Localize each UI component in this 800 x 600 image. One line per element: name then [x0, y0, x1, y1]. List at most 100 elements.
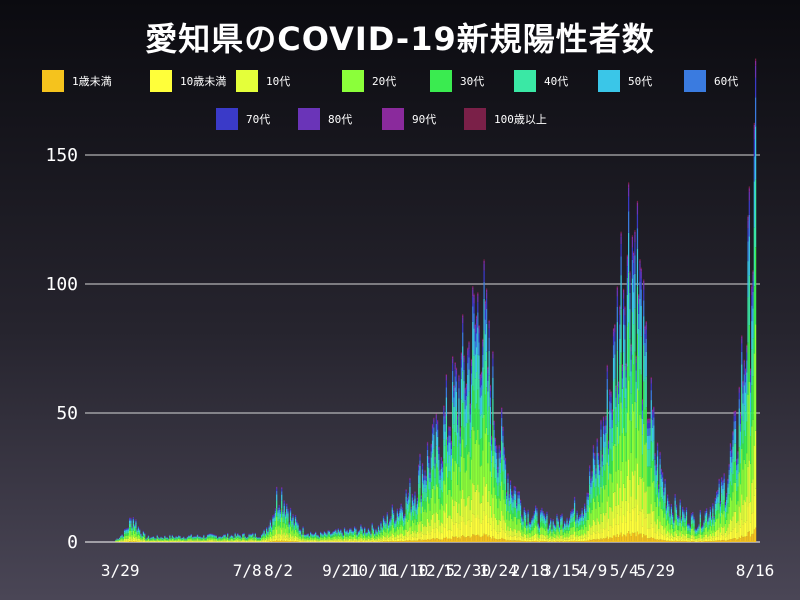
- bar-segment: [414, 498, 416, 505]
- bar-segment: [409, 482, 411, 487]
- legend-swatch: [430, 70, 452, 92]
- bar-segment: [413, 503, 415, 506]
- bar-segment: [351, 540, 353, 542]
- bar-segment: [542, 534, 544, 539]
- bar-segment: [483, 330, 485, 370]
- bar-segment: [548, 541, 551, 542]
- bar-segment: [488, 517, 490, 536]
- bar-segment: [317, 540, 319, 542]
- bar-segment: [621, 501, 623, 523]
- bar-segment: [602, 426, 605, 434]
- bar-segment: [599, 539, 601, 542]
- bar-segment: [448, 426, 450, 428]
- bar-segment: [460, 399, 463, 427]
- bar-segment: [421, 523, 424, 534]
- bar-segment: [487, 536, 489, 542]
- bar-segment: [206, 536, 209, 538]
- bar-segment: [555, 540, 557, 542]
- bar-segment: [364, 540, 366, 542]
- bar-segment: [216, 541, 219, 542]
- bar-segment: [337, 535, 339, 539]
- bar-segment: [503, 483, 505, 500]
- bar-segment: [308, 539, 310, 541]
- bar-segment: [353, 540, 356, 542]
- bar-segment: [531, 521, 533, 524]
- bar-segment: [587, 530, 590, 537]
- bar-segment: [457, 528, 459, 539]
- bar-segment: [439, 472, 441, 476]
- bar-segment: [501, 426, 503, 441]
- bar-segment: [353, 532, 356, 535]
- bar-segment: [350, 531, 352, 534]
- bar-segment: [357, 533, 360, 536]
- bar-segment: [614, 535, 616, 542]
- bar-segment: [286, 504, 288, 507]
- bar-segment: [511, 491, 513, 493]
- legend-item: 80代: [298, 108, 352, 130]
- bar-segment: [266, 540, 268, 542]
- bar-segment: [209, 536, 211, 539]
- bar-segment: [448, 426, 450, 427]
- bar-segment: [362, 534, 365, 537]
- bar-segment: [346, 531, 348, 533]
- bar-segment: [594, 465, 596, 475]
- bar-segment: [568, 518, 571, 520]
- bar-segment: [374, 539, 376, 541]
- bar-segment: [596, 438, 598, 439]
- bar-segment: [615, 397, 617, 408]
- bar-segment: [142, 531, 145, 533]
- bar-segment: [582, 516, 585, 518]
- bar-segment: [536, 516, 538, 522]
- bar-segment: [301, 535, 303, 537]
- bar-segment: [303, 537, 305, 539]
- bar-segment: [220, 537, 223, 539]
- bar-segment: [408, 504, 410, 512]
- bar-segment: [266, 529, 268, 531]
- bar-segment: [590, 483, 592, 487]
- bar-segment: [350, 533, 352, 536]
- bar-segment: [425, 484, 427, 493]
- bar-segment: [379, 529, 381, 531]
- bar-segment: [169, 535, 171, 537]
- bar-segment: [496, 448, 498, 453]
- bar-segment: [286, 508, 288, 514]
- bar-segment: [550, 519, 552, 521]
- bar-segment: [387, 533, 390, 538]
- bar-segment: [589, 471, 591, 476]
- bar-segment: [274, 510, 277, 513]
- bar-segment: [582, 524, 585, 530]
- bar-segment: [439, 470, 441, 473]
- bar-segment: [213, 536, 215, 538]
- bar-segment: [478, 333, 480, 343]
- bar-segment: [622, 352, 625, 388]
- bar-segment: [165, 537, 167, 539]
- bar-segment: [631, 239, 634, 248]
- bar-segment: [341, 533, 343, 535]
- bar-segment: [359, 530, 361, 532]
- bar-segment: [528, 523, 530, 525]
- bar-segment: [257, 538, 259, 540]
- bar-segment: [370, 535, 372, 537]
- bar-segment: [225, 537, 228, 538]
- bar-segment: [162, 539, 165, 541]
- bar-segment: [140, 538, 142, 540]
- bar-segment: [591, 539, 593, 542]
- bar-segment: [279, 510, 282, 513]
- bar-segment: [504, 532, 507, 540]
- bar-segment: [474, 326, 476, 333]
- bar-segment: [195, 539, 197, 541]
- bar-segment: [460, 353, 463, 356]
- bar-segment: [455, 374, 458, 382]
- bar-segment: [403, 522, 405, 526]
- bar-segment: [453, 385, 455, 388]
- bar-segment: [448, 455, 450, 472]
- bar-segment: [433, 418, 435, 420]
- bar-segment: [160, 537, 162, 538]
- bar-segment: [600, 467, 602, 487]
- bar-segment: [132, 530, 135, 537]
- bar-segment: [369, 536, 371, 540]
- bar-segment: [464, 472, 466, 507]
- bar-segment: [517, 493, 519, 496]
- bar-segment: [606, 378, 608, 390]
- bar-segment: [524, 527, 527, 535]
